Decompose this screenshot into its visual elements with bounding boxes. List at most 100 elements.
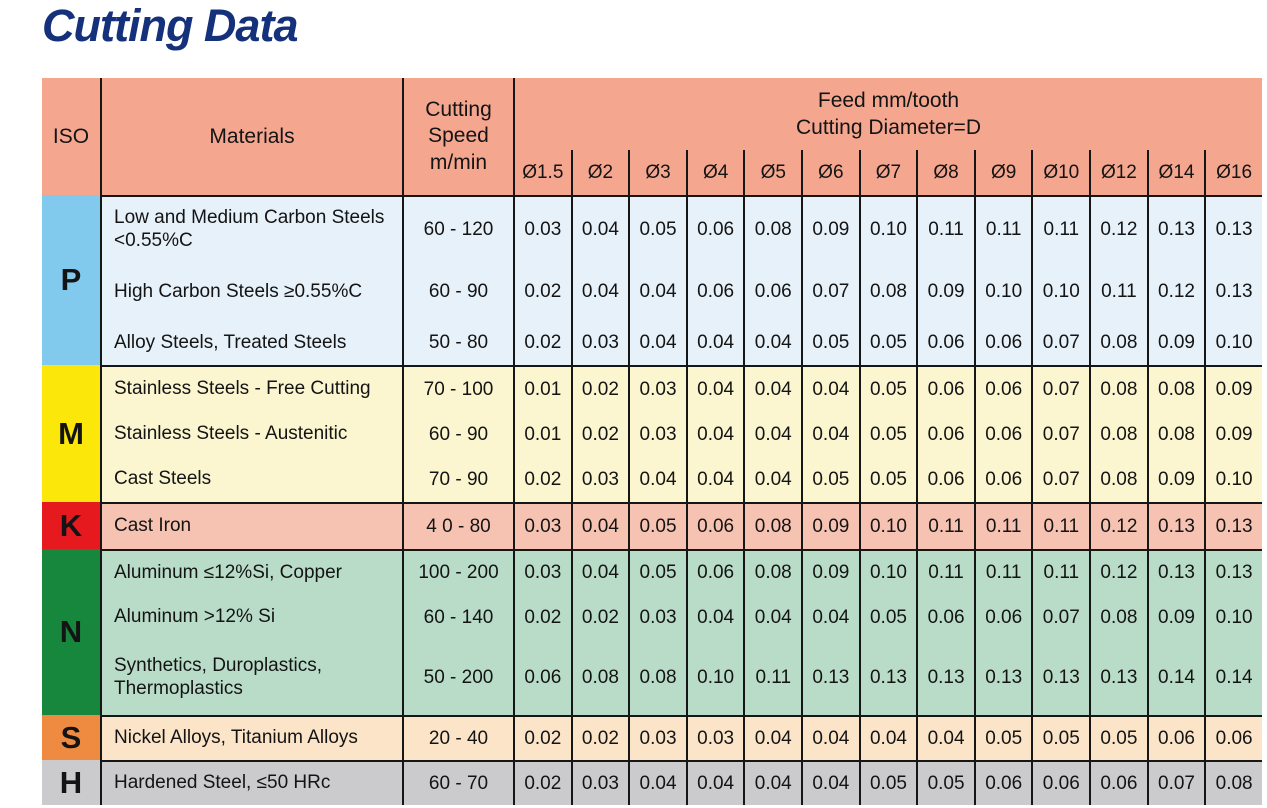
feed-column: 0.04 0.04 0.05 [801,367,859,502]
feed-value-cell: 0.05 [869,606,907,628]
feed-value-cell: 0.10 [1215,332,1253,353]
feed-value-cell: 0.04 [812,727,850,749]
material-cell: Low and Medium Carbon Steels <0.55%C [114,207,385,251]
header-feed-title: Feed mm/tooth Cutting Diameter=D [515,78,1262,150]
feed-value-cell: 0.11 [1043,562,1080,583]
cutting-speed-cell: 20 - 40 [428,727,489,749]
feed-value-cell: 0.04 [697,423,735,445]
feed-value-cell: 0.05 [869,378,907,400]
feed-value-cell: 0.06 [985,378,1023,400]
feed-value-cell: 0.06 [985,606,1023,628]
feed-value-cell: 0.13 [1042,666,1080,688]
feed-value-cell: 0.13 [985,666,1023,688]
feed-value-cell: 0.04 [581,219,619,240]
material-cell: Hardened Steel, ≤50 HRc [114,772,331,794]
feed-column: 0.02 [570,717,629,760]
feed-value-cell: 0.07 [812,281,850,302]
feed-value-cell: 0.11 [928,562,964,583]
feed-column: 0.06 [1031,762,1089,805]
feed-value-cell: 0.04 [812,606,850,628]
speed-column: 60 - 120 60 - 90 50 - 80 [402,197,513,365]
speed-column: 70 - 100 60 - 90 70 - 90 [402,367,513,502]
feed-column: 0.02 0.02 0.03 [570,367,629,502]
header-diameter-7: Ø8 [916,150,974,195]
feed-column: 0.06 [973,762,1032,805]
feed-value-cell: 0.04 [927,727,965,749]
feed-column: 0.04 0.02 0.08 [570,551,629,715]
feed-column: 0.09 [801,504,859,549]
feed-value-cell: 0.13 [927,666,965,688]
feed-column: 0.09 0.09 0.10 [1204,367,1262,502]
feed-value-cell: 0.06 [985,332,1023,353]
feed-value-cell: 0.13 [1215,562,1253,583]
feed-value-cell: 0.05 [927,772,965,794]
feed-column: 0.05 0.03 0.08 [628,551,686,715]
feed-column: 0.06 0.06 0.06 [916,367,974,502]
feed-column: 0.05 [1031,717,1089,760]
feed-value-cell: 0.02 [524,606,562,628]
feed-column: 0.05 0.05 0.05 [858,367,917,502]
section-grid: Stainless Steels - Free Cutting Stainless… [100,365,1262,502]
feed-value-cell: 0.11 [1043,219,1080,240]
feed-value-cell: 0.04 [581,562,619,583]
iso-label-P: P [42,195,100,365]
cutting-data-table: ISO Materials Cutting Speed m/min Feed m… [42,78,1262,805]
feed-value-cell: 0.07 [1158,772,1195,794]
feed-value-cell: 0.10 [869,219,907,240]
iso-section-P: P Low and Medium Carbon Steels <0.55%C Hig… [42,195,1262,365]
material-cell: Nickel Alloys, Titanium Alloys [114,727,358,749]
feed-column: 0.04 [743,762,801,805]
feed-value-cell: 0.07 [1042,378,1080,400]
feed-value-cell: 0.02 [581,606,619,628]
feed-column: 0.08 0.08 0.09 [1146,367,1205,502]
feed-value-cell: 0.11 [985,562,1022,583]
feed-value-cell: 0.13 [1215,515,1253,537]
feed-value-cell: 0.06 [524,666,562,688]
feed-column: 0.08 [743,504,801,549]
iso-section-K: K Cast Iron 4 0 - 80 0.03 0.04 0.05 0.06 0.08 0.… [42,502,1262,549]
feed-value-cell: 0.10 [1042,281,1080,302]
feed-value-cell: 0.03 [581,332,619,353]
feed-column: 0.03 0.02 0.06 [513,551,571,715]
feed-value-cell: 0.13 [812,666,850,688]
feed-column: 0.05 [628,504,686,549]
feed-value-cell: 0.06 [927,423,965,445]
feed-value-cell: 0.08 [754,219,792,240]
header-diameter-9: Ø10 [1031,150,1089,195]
feed-value-cell: 0.06 [927,468,965,490]
feed-column: 0.12 0.11 0.08 [1089,197,1147,365]
feed-column: 0.05 [1089,717,1147,760]
feed-value-cell: 0.13 [1158,562,1195,583]
materials-column: Aluminum ≤12%Si, Copper Aluminum >12% Si S… [100,551,402,715]
feed-value-cell: 0.04 [639,772,677,794]
feed-value-cell: 0.08 [1215,772,1253,794]
feed-column: 0.13 0.12 0.09 [1146,197,1205,365]
feed-value-cell: 0.03 [524,562,562,583]
section-grid: Low and Medium Carbon Steels <0.55%C High… [100,195,1262,365]
feed-column: 0.11 0.10 0.07 [1031,197,1089,365]
cutting-speed-cell: 50 - 80 [428,332,489,353]
cutting-speed-cell: 4 0 - 80 [426,515,491,537]
feed-value-cell: 0.02 [524,468,562,490]
feed-column: 0.08 0.04 0.11 [743,551,801,715]
feed-value-cell: 0.06 [1042,772,1080,794]
feed-value-cell: 0.09 [1158,468,1195,490]
materials-column: Cast Iron [100,504,402,549]
feed-column: 0.06 0.04 0.10 [685,551,744,715]
feed-value-cell: 0.03 [639,727,677,749]
feed-value-cell: 0.07 [1042,468,1080,490]
feed-column: 0.06 [1204,717,1262,760]
feed-value-cell: 0.05 [812,332,850,353]
materials-column: Nickel Alloys, Titanium Alloys [100,717,402,760]
iso-label-H: H [42,760,100,805]
feed-value-cell: 0.04 [754,772,792,794]
feed-value-cell: 0.05 [869,468,907,490]
feed-value-cell: 0.06 [927,378,965,400]
feed-value-cell: 0.12 [1100,562,1138,583]
feed-value-cell: 0.11 [928,515,964,537]
feed-value-cell: 0.05 [1100,727,1138,749]
feed-value-cell: 0.08 [754,562,792,583]
cutting-speed-cell: 60 - 90 [428,423,489,445]
feed-value-cell: 0.05 [869,423,907,445]
feed-value-cell: 0.11 [985,219,1022,240]
